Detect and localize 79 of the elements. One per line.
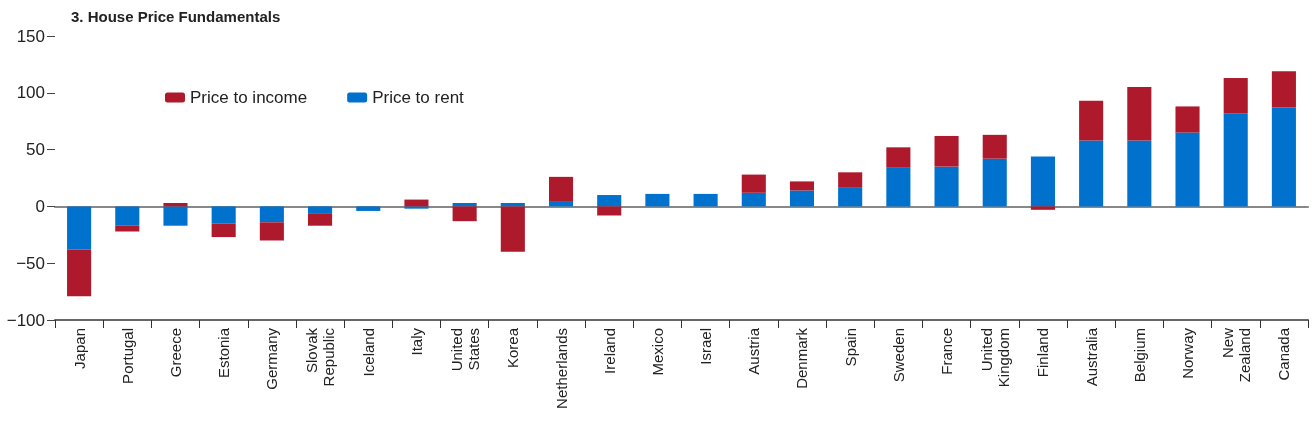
bar xyxy=(597,206,622,216)
x-tick-label: Portugal xyxy=(118,328,136,384)
bar xyxy=(645,193,670,207)
y-tick-label: 150 xyxy=(16,26,45,46)
bar xyxy=(982,158,1007,207)
bar xyxy=(259,206,284,223)
x-tick-label: Japan xyxy=(70,328,88,369)
x-tick-label: France xyxy=(938,328,956,375)
x-tick-label: Mexico xyxy=(648,328,666,376)
bar xyxy=(452,206,477,222)
x-tick-label: Austria xyxy=(745,327,763,375)
bar xyxy=(693,193,718,207)
bar xyxy=(1127,140,1152,207)
bar xyxy=(67,249,92,297)
x-tick-label: Italy xyxy=(407,327,425,356)
bar xyxy=(886,167,911,207)
bar xyxy=(500,206,525,252)
bar xyxy=(1175,106,1200,133)
bar xyxy=(1079,140,1104,207)
x-tick-label: Sweden xyxy=(889,328,907,383)
bar xyxy=(741,174,766,193)
bar xyxy=(1223,78,1248,114)
bar xyxy=(548,176,574,202)
bar xyxy=(1175,132,1200,207)
x-tick-label: Canada xyxy=(1275,327,1293,381)
bar xyxy=(163,202,188,207)
bar xyxy=(1271,71,1296,108)
x-tick-label: Greece xyxy=(166,328,184,378)
x-tick-label: Netherlands xyxy=(552,328,570,409)
bar xyxy=(1223,113,1248,207)
bar xyxy=(1127,87,1152,141)
x-tick-label: Finland xyxy=(1034,328,1052,378)
x-tick-label: Germany xyxy=(263,327,281,390)
bar xyxy=(838,187,863,207)
bar xyxy=(211,206,236,224)
legend-label: Price to rent xyxy=(372,88,465,107)
chart-title: 3. House Price Fundamentals xyxy=(71,8,281,25)
x-tick-label: Norway xyxy=(1179,327,1197,379)
bar xyxy=(1271,107,1296,207)
bar xyxy=(308,206,333,214)
x-tick-label: Slovak Republic xyxy=(303,327,338,387)
x-tick-label: United States xyxy=(447,328,482,372)
bar xyxy=(404,206,429,209)
bar xyxy=(789,181,815,191)
bar xyxy=(115,206,140,226)
bar xyxy=(1079,100,1104,141)
x-tick-label: Denmark xyxy=(793,327,811,389)
x-tick-label: Australia xyxy=(1082,327,1100,387)
bar xyxy=(308,213,333,226)
bar xyxy=(1030,156,1055,207)
bar xyxy=(886,147,911,168)
x-tick-label: Estonia xyxy=(215,327,233,379)
bar xyxy=(259,222,284,241)
bar xyxy=(597,195,622,207)
bar xyxy=(1030,206,1055,210)
x-tick-label: Iceland xyxy=(359,328,377,377)
bar xyxy=(934,166,959,207)
x-tick-label: Spain xyxy=(841,328,859,367)
y-tick-label: 50 xyxy=(26,140,45,160)
x-tick-label: Israel xyxy=(697,328,715,365)
x-tick-label: Ireland xyxy=(600,328,618,374)
legend-label: Price to income xyxy=(190,88,308,107)
x-tick-label: Belgium xyxy=(1130,328,1148,383)
bar xyxy=(163,206,188,226)
bar xyxy=(838,172,863,188)
x-tick-label: New Zealand xyxy=(1218,327,1253,383)
y-tick-label: −100 xyxy=(6,310,45,330)
bar xyxy=(789,190,815,207)
y-tick-label: 0 xyxy=(35,196,45,216)
x-tick-label: Korea xyxy=(504,327,522,369)
x-tick-label: United Kingdom xyxy=(977,328,1012,388)
bar xyxy=(741,192,766,207)
bar xyxy=(356,206,381,211)
bar xyxy=(934,135,959,167)
bar xyxy=(211,223,236,238)
y-tick-label: 100 xyxy=(16,83,45,103)
bar xyxy=(67,206,92,250)
bar xyxy=(982,134,1007,159)
y-tick-label: −50 xyxy=(16,253,45,273)
